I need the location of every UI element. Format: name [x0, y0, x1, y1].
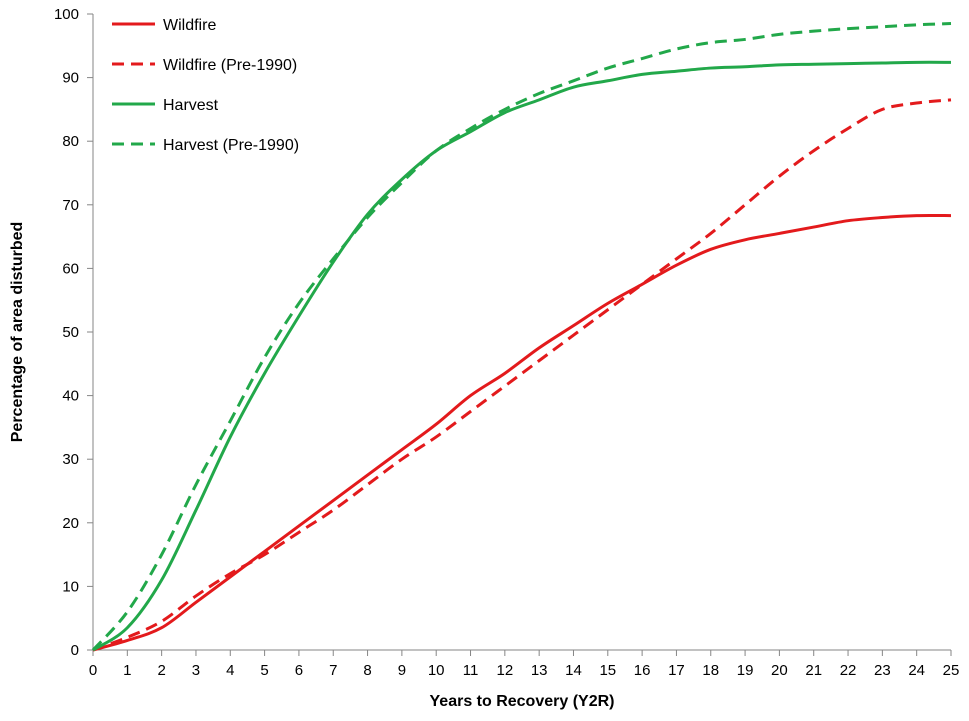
y-tick-label: 70: [62, 197, 79, 214]
x-tick-label: 20: [771, 662, 788, 679]
x-tick-label: 24: [908, 662, 925, 679]
y-axis-title: Percentage of area disturbed: [9, 222, 26, 443]
legend-label: Wildfire: [163, 17, 216, 34]
series-line-wildfire-pre-1990: [92, 98, 952, 652]
x-axis-title: Years to Recovery (Y2R): [430, 693, 615, 710]
series-lines: [91, 22, 952, 652]
x-tick-label: 7: [329, 662, 337, 679]
y-tick-label: 60: [62, 260, 79, 277]
x-tick-label: 16: [634, 662, 651, 679]
x-tick-label: 3: [192, 662, 200, 679]
y-tick-label: 0: [71, 642, 79, 659]
series-line-harvest: [92, 60, 952, 652]
x-tick-label: 22: [840, 662, 857, 679]
x-tick-label: 14: [565, 662, 582, 679]
x-tick-label: 21: [805, 662, 822, 679]
series-line-harvest-pre-1990: [91, 22, 952, 652]
y-tick-label: 100: [54, 6, 79, 23]
legend: Wildfire Wildfire (Pre-1990) Harvest Harves…: [112, 17, 299, 154]
x-tick-label: 5: [260, 662, 268, 679]
x-tick-label: 2: [157, 662, 165, 679]
x-tick-label: 17: [668, 662, 685, 679]
x-tick-label: 10: [428, 662, 445, 679]
x-tick-label: 8: [363, 662, 371, 679]
y-tick-label: 40: [62, 388, 79, 405]
y-tick-label: 80: [62, 133, 79, 150]
x-tick-label: 19: [737, 662, 754, 679]
legend-label: Harvest (Pre-1990): [163, 137, 299, 154]
x-tick-label: 13: [531, 662, 548, 679]
x-tick-label: 23: [874, 662, 891, 679]
y-tick-label: 90: [62, 70, 79, 87]
x-tick-label: 0: [89, 662, 97, 679]
y-tick-label: 20: [62, 515, 79, 532]
x-tick-label: 1: [123, 662, 131, 679]
legend-label: Harvest: [163, 97, 219, 114]
x-tick-label: 25: [943, 662, 960, 679]
x-tick-label: 12: [496, 662, 513, 679]
x-tick-label: 18: [702, 662, 719, 679]
x-tick-label: 9: [398, 662, 406, 679]
x-tick-label: 11: [463, 662, 479, 679]
y-tick-label: 10: [62, 578, 79, 595]
x-tick-label: 4: [226, 662, 234, 679]
y-tick-label: 30: [62, 451, 79, 468]
legend-label: Wildfire (Pre-1990): [163, 57, 297, 74]
y-tick-label: 50: [62, 324, 79, 341]
x-tick-label: 15: [599, 662, 616, 679]
x-tick-label: 6: [295, 662, 303, 679]
series-line-wildfire: [92, 213, 952, 652]
